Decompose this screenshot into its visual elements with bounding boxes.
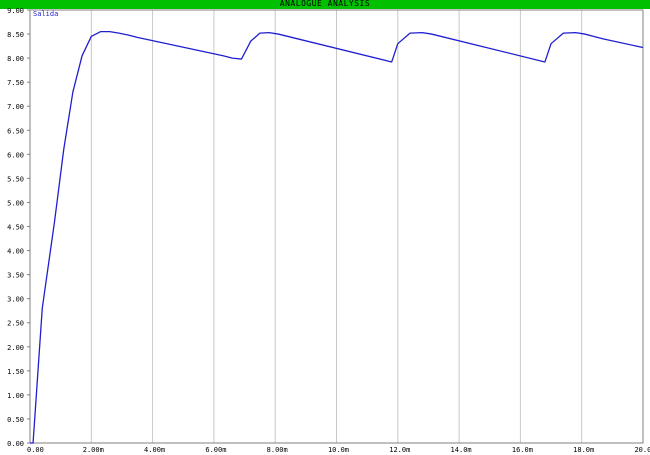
x-tick-label: 6.00m [205,446,226,454]
y-tick-label: 1.50 [7,368,24,376]
x-tick-label: 2.00m [83,446,104,454]
x-tick-label: 10.0m [328,446,349,454]
legend-entry-salida: Salida [33,10,58,18]
plot-border [29,9,644,444]
y-tick-label: 3.00 [7,296,24,304]
series-line-salida [30,30,644,444]
y-tick-label: 6.50 [7,127,24,135]
y-tick-label: 7.50 [7,79,24,87]
x-tick-label: 14.0m [451,446,472,454]
plot-frame [27,9,644,444]
y-tick-label: 1.00 [7,392,24,400]
y-tick-label: 6.00 [7,151,24,159]
window-title: ANALOGUE ANALYSIS [279,0,371,8]
x-tick-label: 8.00m [267,446,288,454]
y-tick-label: 9.00 [7,7,24,15]
x-tick-label: 12.0m [389,446,410,454]
y-tick-label: 7.00 [7,103,24,111]
x-tick-label: 18.0m [573,446,594,454]
x-tick-label: 0.00 [27,446,44,454]
x-tick-label: 20.0m [634,446,650,454]
y-tick-label: 5.00 [7,199,24,207]
series-layer [30,30,644,444]
legend: Salida [33,10,58,18]
x-tick-label: 4.00m [144,446,165,454]
y-tick-label: 5.50 [7,175,24,183]
y-tick-label: 8.50 [7,31,24,39]
title-bar: ANALOGUE ANALYSIS [0,0,650,9]
y-tick-label: 4.50 [7,224,24,232]
x-tick-label: 16.0m [512,446,533,454]
y-tick-label: 0.50 [7,416,24,424]
y-tick-label: 2.00 [7,344,24,352]
grid-lines [29,10,644,443]
y-tick-label: 2.50 [7,320,24,328]
y-axis-tick-labels: 0.00 0.50 1.00 1.50 2.00 2.50 3.00 3.50 4.00 4.50… [7,7,24,448]
y-tick-label: 4.00 [7,248,24,256]
y-tick-label: 3.50 [7,272,24,280]
y-tick-label: 0.00 [7,440,24,448]
y-tick-label: 8.00 [7,55,24,63]
x-axis-tick-labels: 0.00 2.00m 4.00m 6.00m 8.00m 10.0m 12.0m 14.0m 1… [27,446,650,454]
